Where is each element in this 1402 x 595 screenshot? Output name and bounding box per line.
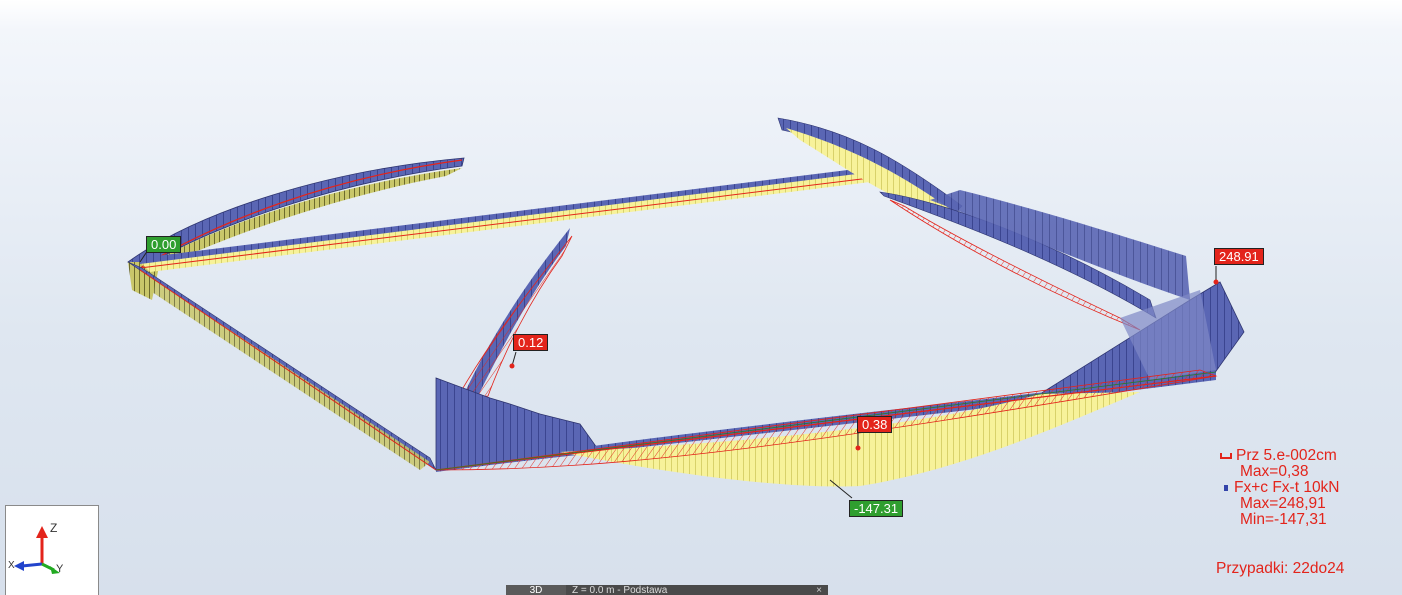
axis-triad-box[interactable]: Z X Y bbox=[5, 505, 99, 595]
value-label-0: 0.00 bbox=[146, 236, 182, 253]
value-label-2: 248.91 bbox=[1214, 248, 1264, 265]
legend-fx-min: Min=-147,31 bbox=[1240, 511, 1327, 528]
axis-y-label: Y bbox=[56, 563, 64, 575]
view-3d-tab[interactable]: 3D bbox=[506, 585, 566, 595]
value-label-4: -147.31 bbox=[849, 500, 904, 517]
legend-prz-line: Prz 5.e-002cm bbox=[1236, 447, 1337, 464]
view-tab-bar: 3D Z = 0.0 m - Podstawa × bbox=[506, 585, 828, 595]
axis-triad-icon: Z X Y bbox=[8, 521, 64, 575]
member-right-node[interactable] bbox=[1039, 281, 1245, 395]
legend-force-icon bbox=[1224, 484, 1228, 491]
results-legend: Prz 5.e-002cm Max=0,38 Fx+c Fx-t 10kN Ma… bbox=[1220, 448, 1340, 528]
member-left-lower[interactable] bbox=[127, 261, 437, 471]
legend-displacement-icon bbox=[1220, 452, 1232, 459]
load-cases-label: Przypadki: 22do24 bbox=[1216, 560, 1345, 577]
close-icon[interactable]: × bbox=[816, 585, 822, 595]
member-bottom[interactable] bbox=[435, 369, 1218, 487]
value-label-1: 0.12 bbox=[513, 334, 549, 351]
axis-z-label: Z bbox=[50, 521, 57, 535]
member-top-diagonal[interactable] bbox=[139, 166, 887, 272]
work-plane-label[interactable]: Z = 0.0 m - Podstawa bbox=[572, 585, 668, 595]
member-top-right[interactable] bbox=[777, 117, 1190, 331]
label-leaders bbox=[139, 249, 1219, 499]
legend-prz-max: Max=0,38 bbox=[1240, 463, 1309, 480]
legend-fx-line: Fx+c Fx-t 10kN bbox=[1234, 479, 1340, 496]
member-inner-rise[interactable] bbox=[435, 228, 601, 471]
value-label-3: 0.38 bbox=[857, 416, 893, 433]
legend-fx-max: Max=248,91 bbox=[1240, 495, 1326, 512]
axis-x-label: X bbox=[8, 560, 15, 571]
